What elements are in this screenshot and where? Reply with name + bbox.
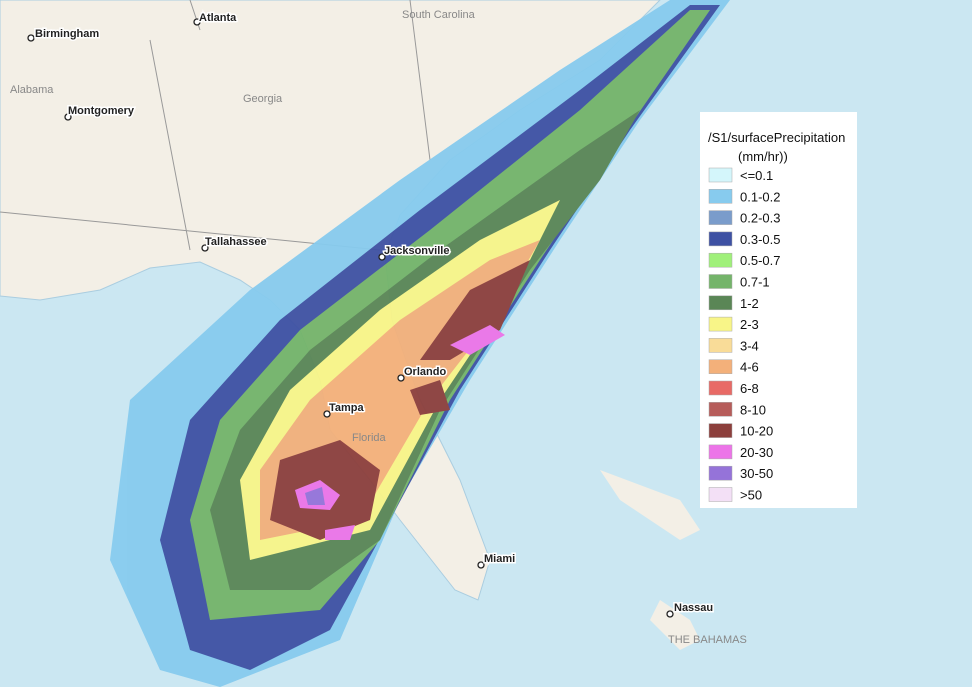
legend-label: 1-2	[740, 296, 759, 311]
precipitation-swath	[110, 0, 730, 687]
legend-swatch	[708, 295, 733, 311]
legend-swatch	[708, 316, 733, 332]
region-label: South Carolina	[402, 9, 476, 21]
legend-swatch	[708, 210, 733, 225]
region-label: Alabama	[10, 84, 54, 96]
region-label: THE BAHAMAS	[668, 634, 747, 646]
borders	[0, 0, 431, 251]
legend-swatch	[708, 359, 733, 374]
legend-label: 20-30	[740, 445, 773, 460]
legend-label: 0.3-0.5	[740, 232, 780, 247]
legend-label: 6-8	[740, 381, 759, 396]
place-label: Tallahassee	[205, 236, 267, 248]
legend-swatch	[708, 402, 733, 417]
legend-label: >50	[740, 488, 762, 503]
legend-label: 10-20	[740, 424, 773, 439]
place-label: Nassau	[674, 602, 713, 614]
region-label: Georgia	[243, 93, 283, 105]
place-label: Montgomery	[68, 105, 135, 117]
legend-label: 8-10	[740, 402, 766, 417]
place-label: Jacksonville	[384, 245, 449, 257]
legend-label: 30-50	[740, 466, 773, 481]
region-label: Florida	[352, 432, 387, 444]
legend-label: 4-6	[740, 360, 759, 375]
legend-swatch	[708, 444, 733, 460]
place-label: Birmingham	[35, 28, 99, 40]
legend-title: /S1/surfacePrecipitation	[708, 130, 845, 145]
legend-label: 0.7-1	[740, 275, 770, 290]
place-label: Miami	[484, 553, 515, 565]
legend-swatch	[708, 252, 733, 268]
legend-swatch	[708, 487, 733, 502]
legend-swatch	[708, 189, 733, 204]
legend-label: 2-3	[740, 317, 759, 332]
place-label: Orlando	[404, 366, 446, 378]
legend-unit: (mm/hr))	[738, 149, 788, 164]
place-label: Tampa	[329, 402, 365, 414]
places	[27, 18, 674, 618]
legend-swatch	[708, 167, 733, 183]
islands	[600, 470, 700, 650]
legend-label: 0.2-0.3	[740, 211, 780, 226]
legend-label: 0.5-0.7	[740, 253, 780, 268]
legend-swatch	[708, 465, 733, 481]
legend-swatch	[708, 231, 733, 247]
legend-swatch	[708, 338, 733, 353]
legend-label: 0.1-0.2	[740, 189, 780, 204]
legend-swatch	[708, 274, 733, 289]
legend-label: <=0.1	[740, 168, 773, 183]
legend-swatch	[708, 380, 733, 396]
place-label: Atlanta	[199, 12, 237, 24]
legend-label: 3-4	[740, 338, 759, 353]
legend: /S1/surfacePrecipitation (mm/hr)) <=0.1 0…	[700, 112, 857, 508]
legend-swatch	[708, 423, 733, 438]
